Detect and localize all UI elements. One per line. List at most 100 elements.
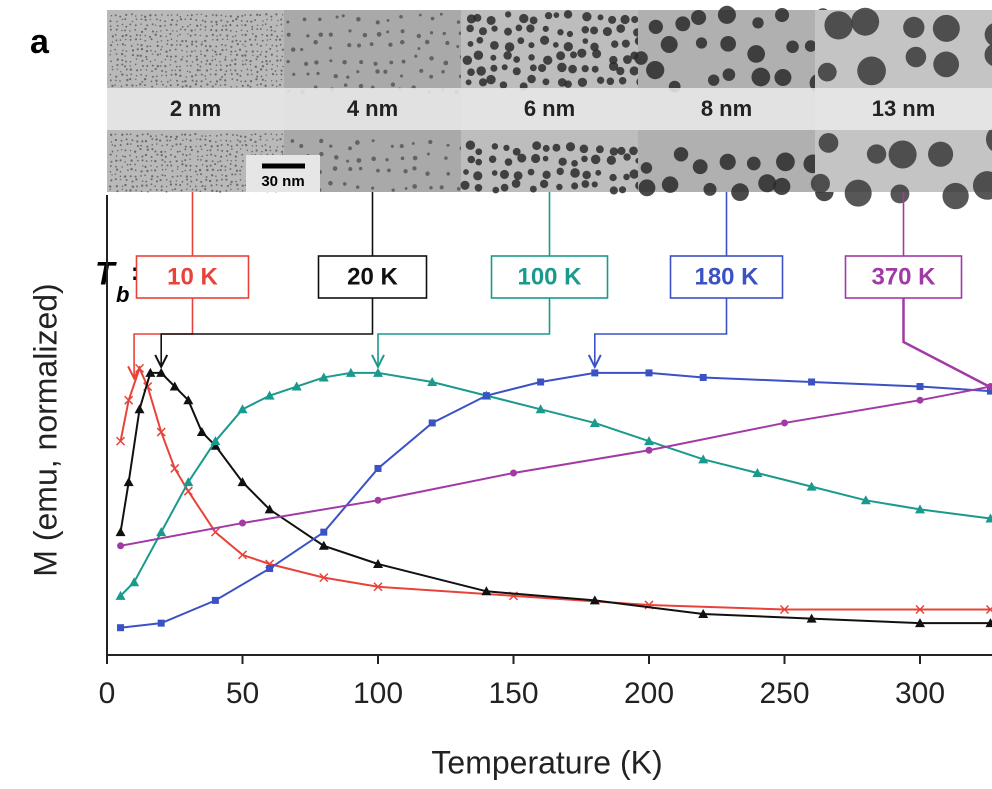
particle	[240, 29, 243, 32]
particle	[222, 24, 224, 27]
particle	[504, 11, 512, 18]
triangle-marker	[806, 613, 817, 623]
particle	[571, 182, 579, 190]
series-line	[120, 385, 991, 547]
particle	[140, 170, 143, 173]
particle	[558, 157, 567, 166]
particle	[661, 176, 679, 193]
particle	[164, 64, 167, 68]
particle	[160, 40, 163, 42]
particle	[121, 59, 124, 62]
particle	[160, 30, 162, 32]
particle	[217, 169, 219, 172]
triangle-marker	[535, 404, 546, 414]
particle	[205, 159, 208, 163]
particle	[179, 43, 182, 46]
particle	[608, 15, 617, 24]
x-tick-label: 100	[353, 677, 403, 710]
particle	[214, 83, 217, 86]
triangle-marker	[115, 590, 126, 600]
particle	[621, 39, 630, 48]
particle	[490, 41, 499, 50]
particle	[186, 70, 189, 73]
particle	[240, 20, 243, 22]
particle	[114, 144, 117, 147]
particle	[129, 38, 132, 41]
particle	[225, 24, 227, 27]
panel-label: a	[30, 23, 50, 61]
particle	[125, 178, 128, 181]
particle	[903, 16, 925, 39]
particle	[164, 150, 166, 153]
particle	[229, 29, 232, 32]
particle	[119, 170, 122, 173]
particle	[134, 169, 137, 172]
particle	[146, 24, 149, 27]
particle	[191, 79, 194, 82]
plot-area	[115, 363, 992, 632]
particle	[206, 154, 209, 157]
particle	[359, 60, 364, 65]
tb-box	[669, 255, 784, 299]
particle	[184, 80, 187, 83]
particle	[184, 28, 187, 31]
particle	[242, 43, 244, 46]
circle-marker	[645, 446, 653, 454]
particle	[184, 159, 187, 162]
tb-label: 370 K	[871, 263, 936, 290]
particle	[412, 184, 418, 189]
particle	[133, 150, 137, 153]
particle	[194, 29, 197, 31]
particle	[211, 25, 214, 27]
particle	[275, 133, 278, 136]
particle	[123, 175, 127, 178]
particle	[169, 49, 171, 52]
particle	[121, 23, 124, 26]
particle	[114, 34, 117, 36]
particle	[181, 49, 183, 52]
particle	[175, 23, 178, 26]
particle	[465, 140, 476, 150]
particle	[143, 78, 147, 81]
particle	[171, 189, 174, 191]
particle	[206, 49, 209, 52]
particle	[224, 73, 227, 76]
particle	[804, 40, 817, 52]
particle	[131, 20, 134, 23]
particle	[211, 189, 214, 192]
particle	[148, 35, 152, 38]
triangle-marker	[291, 381, 302, 391]
particle	[109, 28, 112, 31]
particle	[185, 138, 188, 141]
particle	[276, 139, 279, 142]
particle	[170, 148, 172, 151]
particle	[221, 149, 224, 152]
tile-band	[461, 88, 639, 130]
particle	[260, 75, 263, 78]
particle	[120, 139, 123, 142]
particle	[387, 168, 391, 173]
particle	[261, 145, 264, 147]
particle	[552, 42, 559, 48]
particle	[219, 190, 222, 193]
particle	[141, 81, 144, 83]
particle	[318, 32, 324, 37]
particle	[261, 78, 264, 81]
particle	[151, 138, 154, 140]
particle	[266, 63, 269, 66]
particle	[174, 55, 177, 58]
particle	[229, 69, 232, 71]
particle	[568, 64, 577, 74]
particle	[165, 185, 168, 188]
particle	[265, 60, 268, 63]
particle	[232, 133, 234, 136]
particle	[184, 145, 187, 148]
particle	[181, 133, 184, 136]
particle	[775, 8, 790, 23]
particle	[165, 85, 167, 88]
particle	[528, 54, 535, 61]
particle	[119, 178, 122, 181]
particle	[181, 170, 184, 173]
particle	[206, 168, 209, 172]
particle	[122, 155, 124, 158]
